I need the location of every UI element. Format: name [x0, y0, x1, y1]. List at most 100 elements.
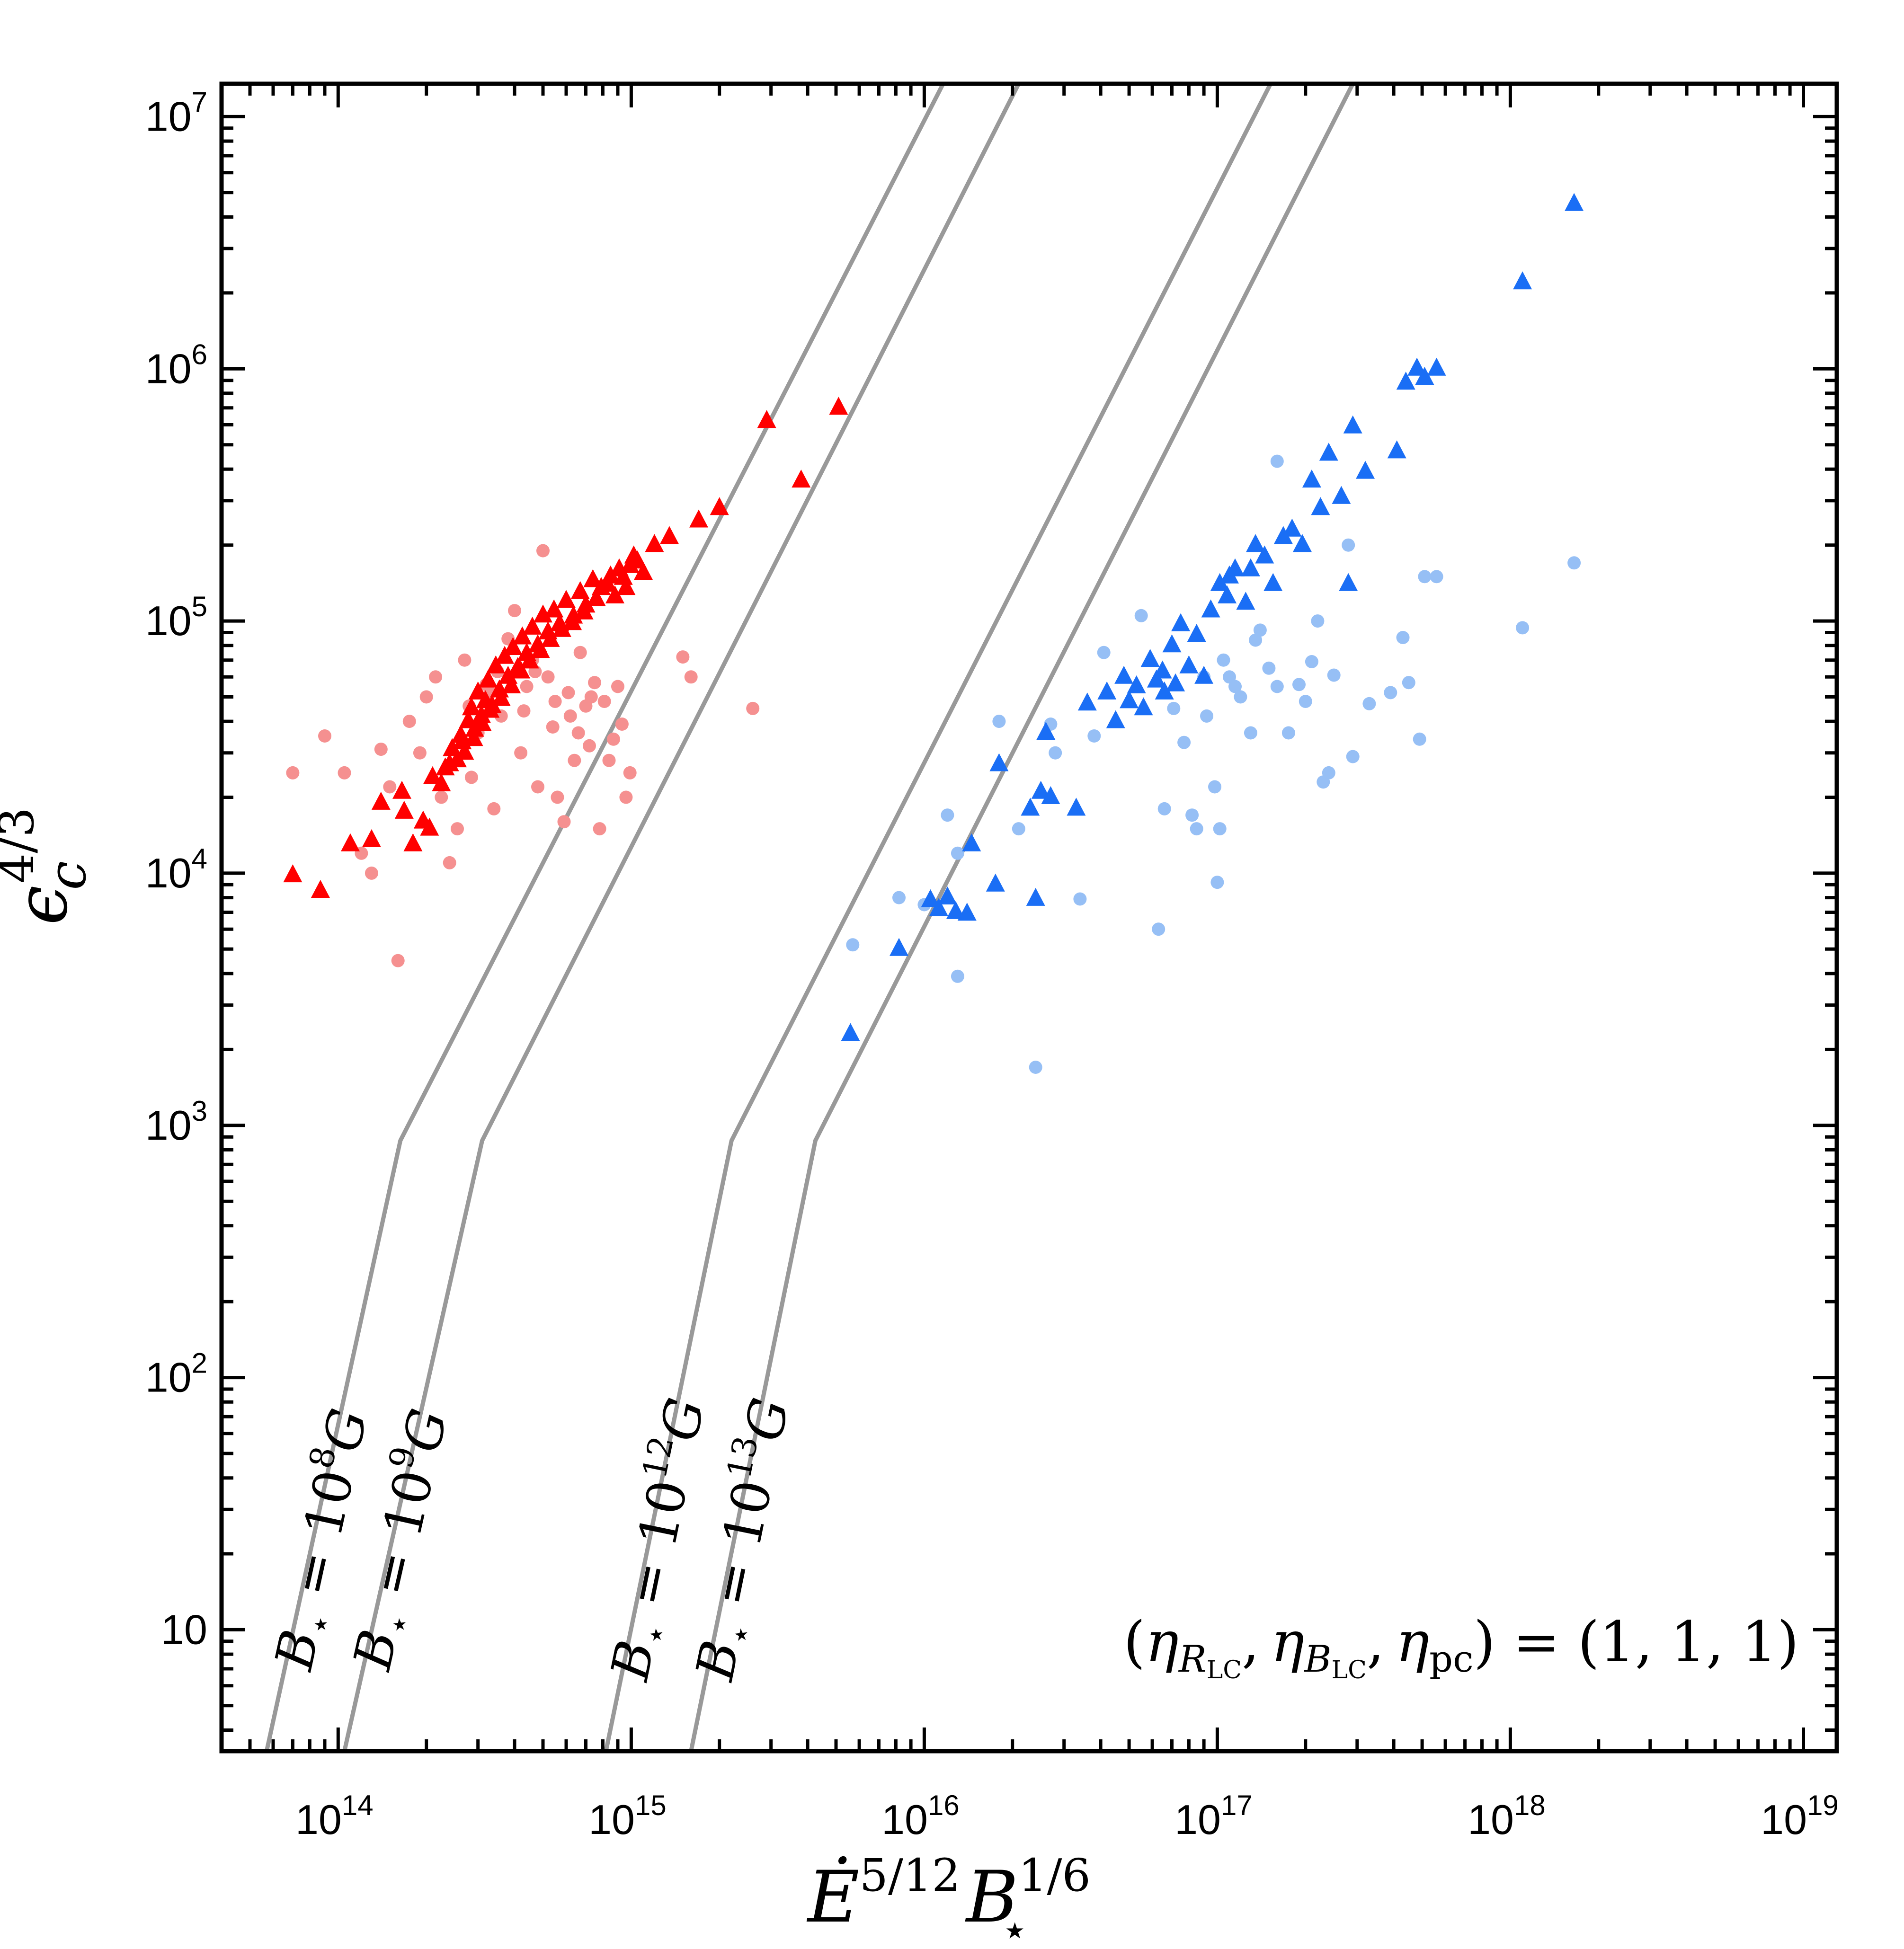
pink-circle-point: [286, 766, 300, 780]
blue-triangle-point: [946, 901, 965, 919]
pink-circle-point: [676, 650, 690, 664]
y-tick-label-base: 10: [145, 93, 192, 140]
annotation-rhs: ) = (1, 1, 1): [1474, 1609, 1799, 1674]
annotation-eta2: η: [1271, 1609, 1305, 1674]
pink-circle-point: [584, 690, 598, 704]
light-blue-circle-point: [1384, 686, 1397, 700]
light-blue-circle-point: [1190, 822, 1203, 836]
blue-triangle-point: [1031, 780, 1050, 799]
pink-circle-point: [561, 686, 575, 700]
red-triangle-point: [513, 626, 532, 645]
blue-triangle-point: [986, 873, 1005, 892]
blue-triangle-point: [1565, 193, 1584, 211]
blue-triangle-point: [1339, 573, 1358, 591]
light-blue-circle-point: [1342, 538, 1355, 552]
blue-triangle-point: [1187, 624, 1206, 642]
line-label-text: B⋆ = 108G: [258, 1402, 385, 1677]
x-tick-label: 1017: [1174, 1790, 1253, 1843]
pink-circle-point: [514, 746, 528, 760]
red-triangle-point: [616, 577, 636, 595]
red-triangle-point: [829, 397, 848, 415]
y-tick-label-exp: 7: [192, 86, 207, 118]
light-blue-circle-point: [1292, 678, 1306, 691]
x-axis-label-factor: B: [965, 1856, 1018, 1939]
light-blue-circle-point: [1270, 680, 1284, 693]
blue-triangle-point: [1026, 887, 1045, 906]
red-triangle-point: [511, 660, 531, 679]
blue-triangle-point: [957, 903, 977, 921]
red-triangle-point: [283, 864, 303, 883]
light-blue-circle-point: [951, 846, 964, 860]
red-triangle-point: [710, 497, 729, 515]
x-tick-label: 1014: [295, 1790, 374, 1843]
light-blue-circle-point: [1270, 454, 1284, 468]
light-blue-circle-point: [1516, 621, 1530, 635]
blue-triangle-point: [1396, 372, 1415, 390]
x-tick-label-base: 10: [881, 1796, 928, 1843]
light-blue-circle-point: [1185, 808, 1199, 822]
red-triangle-point: [563, 612, 582, 630]
light-blue-circle-point: [992, 715, 1006, 728]
x-tick-label-base: 10: [295, 1796, 342, 1843]
y-tick-label-base: 10: [145, 1354, 192, 1401]
light-blue-circle-point: [1305, 655, 1318, 668]
tick-labels: 1014 1015 1016 1017 1018 10191010210310410510…: [145, 86, 1839, 1843]
y-tick-label: 102: [145, 1347, 207, 1401]
pink-circle-point: [593, 822, 606, 836]
pink-circle-point: [551, 790, 564, 804]
blue-triangle-point: [1293, 534, 1312, 552]
red-triangle-point: [574, 601, 594, 620]
x-axis-label-factor-sub: ⋆: [1001, 1904, 1029, 1949]
light-blue-circle-point: [1012, 822, 1025, 836]
light-blue-circle-point: [1413, 732, 1426, 746]
light-blue-circle-point: [846, 938, 860, 952]
pink-circle-point: [746, 701, 760, 715]
x-tick-label: 1015: [588, 1790, 667, 1843]
red-triangle-point: [472, 713, 492, 731]
x-tick-label-exp: 17: [1221, 1790, 1253, 1821]
pink-circle-point: [573, 646, 587, 659]
light-blue-circle-point: [1134, 609, 1148, 622]
y-tick-label-base: 10: [161, 1606, 207, 1653]
light-blue-circle-point: [951, 969, 964, 983]
blue-triangle-point: [1343, 415, 1362, 434]
pink-circle-point: [458, 653, 472, 667]
x-axis-label-base-exp: 5/12: [860, 1850, 961, 1902]
blue-triangle-point: [1241, 558, 1260, 576]
blue-triangle-point: [1427, 357, 1446, 376]
pink-circle-point: [588, 676, 601, 690]
red-triangle-point: [503, 637, 523, 655]
y-tick-label: 107: [145, 86, 207, 140]
red-triangle-point: [462, 697, 481, 716]
blue-triangle-point: [1319, 443, 1338, 461]
pink-circle-point: [583, 739, 596, 753]
light-blue-circle-point: [1311, 614, 1325, 628]
light-blue-circle-point: [1418, 570, 1432, 584]
red-triangle-point: [392, 780, 411, 799]
red-triangle-point: [792, 470, 811, 488]
series-light-blue-circles: [846, 454, 1581, 1074]
blue-triangle-point: [1021, 797, 1040, 816]
light-blue-circle-point: [1299, 695, 1312, 708]
pink-circle-point: [557, 815, 571, 829]
blue-triangle-point: [1179, 655, 1199, 673]
ref-line-8: [264, 84, 945, 1751]
pink-circle-point: [619, 790, 633, 804]
red-triangle-point: [440, 753, 459, 771]
line-label-exp: 12: [635, 1433, 681, 1482]
red-triangle-point: [757, 410, 776, 428]
pink-circle-point: [318, 729, 331, 743]
blue-triangle-point: [1134, 697, 1153, 716]
annotation-open: (: [1123, 1609, 1145, 1674]
y-tick-label-exp: 5: [192, 591, 207, 622]
y-axis-label-base: ϵ: [1, 885, 83, 925]
blue-triangle-point: [1332, 486, 1351, 504]
light-blue-circle-point: [1234, 690, 1247, 704]
blue-triangle-point: [1263, 573, 1283, 591]
x-tick-label: 1018: [1468, 1790, 1546, 1843]
light-blue-circle-point: [1167, 701, 1181, 715]
blue-triangle-point: [1067, 797, 1086, 816]
y-tick-label-exp: 6: [192, 338, 207, 370]
light-blue-circle-point: [1281, 726, 1295, 740]
blue-triangle-point: [938, 886, 957, 904]
